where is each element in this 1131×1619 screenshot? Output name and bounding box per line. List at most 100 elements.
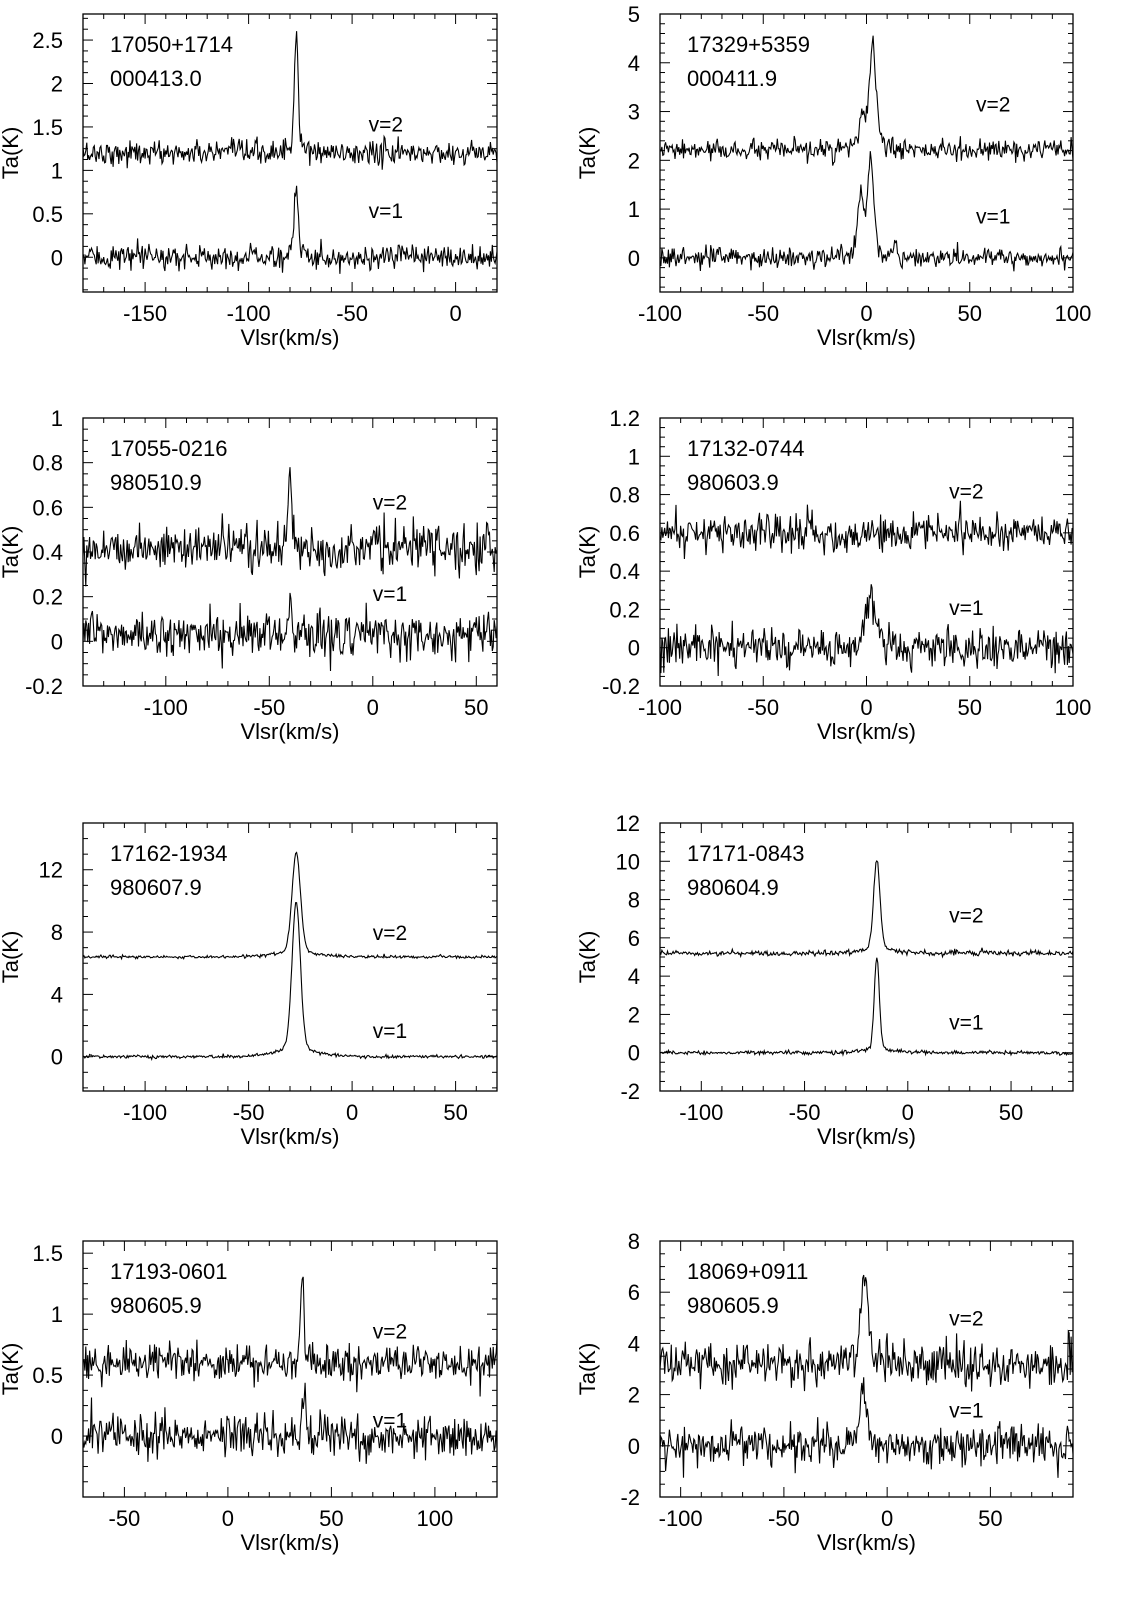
y-tick-label: 0.2 (609, 597, 640, 622)
source-id: 17055-0216 (110, 436, 227, 461)
y-tick-label: 0.2 (32, 585, 63, 610)
series-line (660, 1274, 1073, 1392)
y-tick-label: 6 (628, 1280, 640, 1305)
x-tick-label: 50 (443, 1100, 467, 1125)
y-tick-label: 4 (628, 964, 640, 989)
y-tick-label: 0.6 (609, 521, 640, 546)
series-line (660, 860, 1073, 959)
x-tick-label: 0 (367, 695, 379, 720)
y-tick-label: 0.6 (32, 495, 63, 520)
series-label: v=1 (949, 1012, 983, 1035)
observation-date: 980510.9 (110, 470, 202, 495)
y-tick-label: 0 (628, 636, 640, 661)
y-tick-label: 4 (628, 51, 640, 76)
source-id: 17132-0744 (687, 436, 804, 461)
y-tick-label: 12 (616, 811, 640, 836)
y-axis-label: Ta(K) (0, 1343, 23, 1396)
y-tick-label: 0.8 (609, 483, 640, 508)
y-tick-label: 8 (628, 888, 640, 913)
x-tick-label: -50 (747, 695, 779, 720)
y-tick-label: -0.2 (602, 674, 640, 699)
x-axis-label: Vlsr(km/s) (241, 1530, 340, 1555)
x-tick-label: 50 (978, 1506, 1002, 1531)
y-tick-label: 1 (51, 1302, 63, 1327)
x-tick-label: 0 (881, 1506, 893, 1531)
y-tick-label: 2 (628, 1002, 640, 1027)
y-tick-label: 0 (51, 1424, 63, 1449)
y-tick-label: 6 (628, 926, 640, 951)
x-axis-label: Vlsr(km/s) (817, 1124, 916, 1149)
y-tick-label: 1 (51, 406, 63, 431)
y-tick-label: 0.5 (32, 202, 63, 227)
series-line (660, 500, 1073, 560)
y-tick-label: 0.8 (32, 451, 63, 476)
y-tick-label: 1.5 (32, 115, 63, 140)
observation-date: 000411.9 (687, 66, 777, 91)
spectrum-panel: v=2 v=1 -50 0 50 100 0 0.5 1 1.5 Vlsr(km/s) Ta(K) 17… (0, 1240, 498, 1555)
series-label: v=1 (369, 200, 403, 223)
y-tick-label: 2 (51, 72, 63, 97)
x-axis-label: Vlsr(km/s) (241, 325, 340, 350)
x-axis-label: Vlsr(km/s) (817, 719, 916, 744)
y-axis-label: Ta(K) (0, 931, 23, 984)
y-tick-label: 10 (616, 849, 640, 874)
x-tick-label: -50 (233, 1100, 265, 1125)
observation-date: 980604.9 (687, 875, 779, 900)
x-tick-label: -150 (123, 301, 167, 326)
x-tick-label: 50 (958, 301, 982, 326)
x-tick-label: -50 (253, 695, 285, 720)
x-tick-label: -50 (336, 301, 368, 326)
x-tick-label: -100 (638, 301, 682, 326)
x-tick-label: 100 (1055, 695, 1092, 720)
series-line (83, 1276, 497, 1397)
y-tick-label: 8 (628, 1229, 640, 1254)
source-id: 18069+0911 (687, 1259, 808, 1284)
y-tick-label: 12 (39, 858, 63, 883)
source-id: 17329+5359 (687, 32, 810, 57)
y-tick-label: 2 (628, 1383, 640, 1408)
y-axis-label: Ta(K) (575, 127, 600, 180)
y-tick-label: 0 (628, 1041, 640, 1066)
series-label: v=2 (949, 480, 983, 503)
observation-date: 980603.9 (687, 470, 779, 495)
x-axis-label: Vlsr(km/s) (817, 325, 916, 350)
y-tick-label: 2.5 (32, 28, 63, 53)
y-tick-label: 1 (51, 158, 63, 183)
spectrum-panel: v=2 v=1 -150 -100 -50 0 0 0.5 1 1.5 2 2.5 Vlsr(km/s)… (0, 13, 498, 350)
x-tick-label: -100 (227, 301, 271, 326)
series-label: v=1 (373, 1410, 407, 1433)
x-axis-label: Vlsr(km/s) (241, 719, 340, 744)
x-tick-label: -50 (789, 1100, 821, 1125)
series-line (83, 1382, 497, 1464)
spectrum-panel: v=2 v=1 -100 -50 0 50 100 0 1 2 3 4 5 Vlsr(km/s) Ta(K)… (575, 2, 1091, 350)
y-tick-label: 0 (51, 245, 63, 270)
x-tick-label: -100 (144, 695, 188, 720)
series-line (83, 592, 497, 672)
y-tick-label: -0.2 (25, 674, 63, 699)
y-tick-label: 0.4 (32, 540, 63, 565)
x-tick-label: -50 (768, 1506, 800, 1531)
source-id: 17171-0843 (687, 841, 804, 866)
series-label: v=2 (373, 1321, 407, 1344)
y-tick-label: 5 (628, 2, 640, 27)
series-line (83, 467, 497, 587)
y-axis-label: Ta(K) (0, 526, 23, 579)
x-tick-label: 0 (902, 1100, 914, 1125)
y-axis-label: Ta(K) (575, 526, 600, 579)
series-line (660, 151, 1073, 272)
y-tick-label: 1 (628, 197, 640, 222)
y-tick-label: 0.4 (609, 559, 640, 584)
y-tick-label: 1.2 (609, 406, 640, 431)
y-tick-label: 1.5 (32, 1241, 63, 1266)
y-tick-label: -2 (620, 1485, 640, 1510)
series-line (83, 902, 497, 1062)
x-tick-label: -50 (747, 301, 779, 326)
x-tick-label: 0 (222, 1506, 234, 1531)
series-line (660, 957, 1073, 1057)
spectrum-panel: v=2 v=1 -100 -50 0 50 100 -0.2 0 0.2 0.4 0.6 0.8 1 1.2… (575, 406, 1091, 744)
x-tick-label: -100 (123, 1100, 167, 1125)
y-tick-label: 0 (628, 246, 640, 271)
y-axis-label: Ta(K) (575, 931, 600, 984)
source-id: 17162-1934 (110, 841, 227, 866)
x-tick-label: -50 (109, 1506, 141, 1531)
